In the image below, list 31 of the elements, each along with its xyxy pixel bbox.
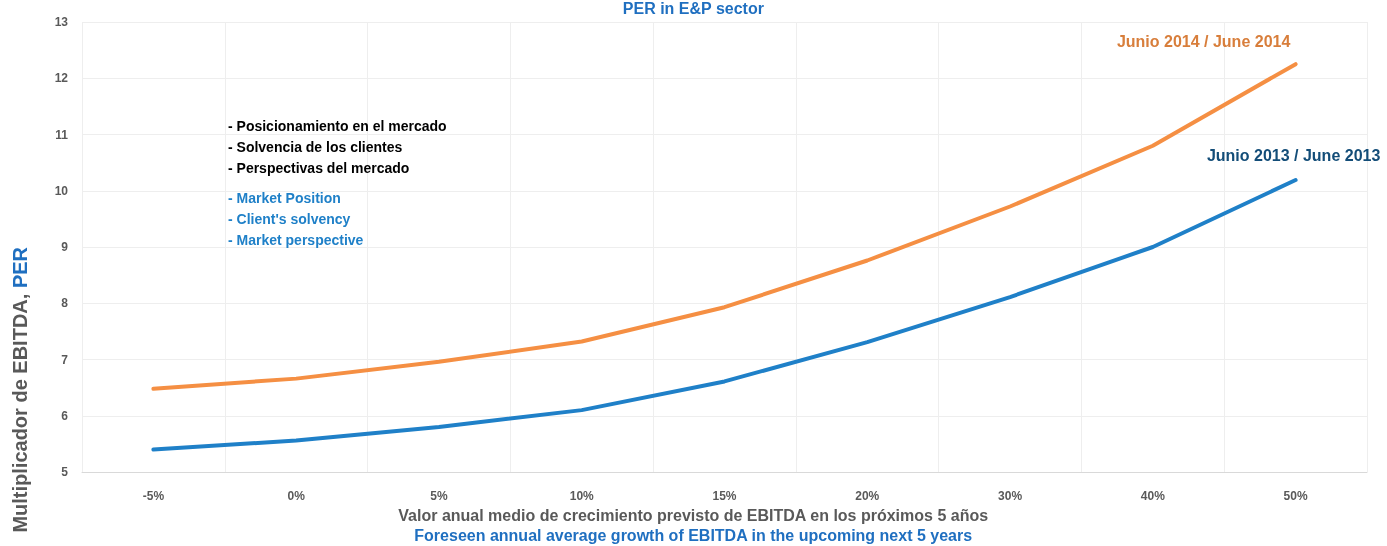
- y-tick-label: 8: [61, 296, 69, 311]
- annotation: - Market Position: [228, 190, 341, 206]
- x-tick-label: 40%: [1140, 489, 1166, 503]
- x-tick-label: 20%: [855, 489, 880, 503]
- annotation: - Perspectivas del mercado: [228, 160, 410, 176]
- x-axis-title: Valor anual medio de crecimiento previsto de EBITDA en los próximos 5 años Foreseen annual average growth of EBITDA in the upcoming next 5 years: [398, 506, 989, 544]
- y-tick-label: 7: [61, 352, 69, 367]
- series-label: Junio 2014 / June 2014: [1116, 32, 1291, 50]
- x-tick-label: 50%: [1283, 489, 1308, 503]
- y-tick-label: 10: [54, 183, 69, 198]
- y-tick-label: 13: [54, 15, 69, 29]
- annotation: - Solvencia de los clientes: [228, 139, 403, 155]
- x-tick-label: 5%: [430, 489, 448, 503]
- annotation: - Client's solvency: [228, 211, 351, 227]
- y-tick-label: 5: [61, 465, 69, 479]
- y-tick-label: 6: [61, 408, 69, 423]
- x-tick-label: 15%: [712, 489, 737, 503]
- annotation: - Posicionamiento en el mercado: [228, 118, 447, 134]
- x-tick-label: 30%: [998, 489, 1023, 503]
- y-tick-label: 12: [54, 71, 69, 86]
- line-series: [151, 62, 1298, 391]
- annotation: - Market perspective: [228, 232, 364, 248]
- y-tick-label: 9: [61, 240, 69, 254]
- line-series: [151, 178, 1298, 452]
- y-axis-title: Multiplicador de EBITDA, PER: [9, 246, 31, 533]
- series-label: Junio 2013 / June 2013: [1206, 146, 1381, 164]
- y-tick-label: 11: [55, 127, 69, 142]
- x-tick-label: -5%: [142, 489, 165, 503]
- x-tick-label: 0%: [287, 489, 306, 503]
- x-tick-label: 10%: [569, 489, 595, 503]
- chart-title: PER in E&P sector: [622, 0, 764, 17]
